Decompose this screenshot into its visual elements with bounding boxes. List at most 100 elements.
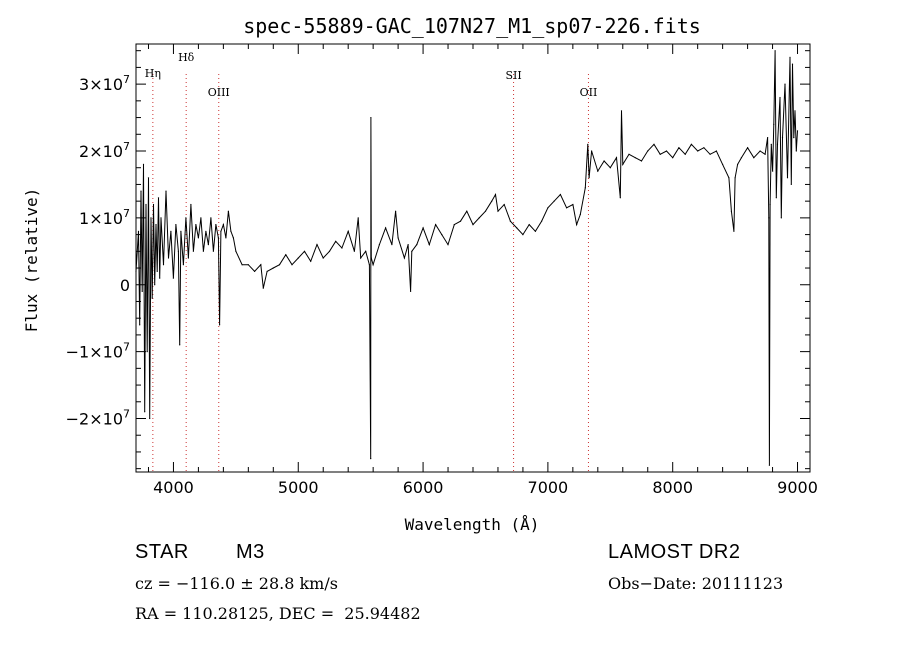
spectrum-data-point xyxy=(159,277,161,279)
spectrum-data-point xyxy=(428,244,430,246)
spectrum-data-point xyxy=(678,147,680,149)
spectrum-data-point xyxy=(775,197,777,199)
spectrum-data-point xyxy=(628,153,630,155)
emission-line-label: Hη xyxy=(145,67,161,80)
spectrum-data-point xyxy=(210,217,212,219)
spectrum-data-point xyxy=(135,270,137,272)
spectrum-data-point xyxy=(180,230,182,232)
x-tick-label: 9000 xyxy=(777,478,818,497)
spectrum-data-point xyxy=(142,163,145,165)
spectrum-data-point xyxy=(747,147,749,149)
observation-date: Obs−Date: 20111123 xyxy=(608,574,784,593)
spectrum-data-point xyxy=(491,200,493,202)
emission-line-label: OIII xyxy=(208,86,230,99)
spectrum-data-point xyxy=(310,260,312,262)
emission-line-markers: Hη Hδ OIII SII OII xyxy=(145,51,597,472)
spectrum-data-point xyxy=(435,224,437,226)
spectrum-data-point xyxy=(591,150,593,152)
spectrum-data-point xyxy=(784,83,786,85)
spectrum-data-point xyxy=(665,150,668,152)
spectrum-data-point xyxy=(217,237,219,239)
spectrum-data-point xyxy=(278,264,281,266)
spectrum-data-point xyxy=(790,183,792,185)
spectrum-data-point xyxy=(684,153,686,155)
spectrum-data-point xyxy=(634,157,636,159)
spectrum-data-point xyxy=(149,417,151,420)
spectrum-data-point xyxy=(587,143,589,145)
spectrum-data-point xyxy=(697,150,699,152)
spectrum-data-point xyxy=(285,254,287,256)
spectrum-data-point xyxy=(200,217,202,219)
spectrum-data-point xyxy=(172,277,174,279)
spectrum-data-point xyxy=(190,203,192,206)
y-tick-label: 0 xyxy=(120,276,130,295)
spectrum-data-point xyxy=(232,237,234,239)
spectrum-data-point xyxy=(411,250,413,252)
spectrum-data-point xyxy=(559,193,562,196)
spectrum-data-point xyxy=(146,351,148,353)
spectrum-data-point xyxy=(772,170,774,172)
spectrum-data-point xyxy=(177,250,179,252)
spectrum-data-point xyxy=(207,244,209,246)
spectrum-data-point xyxy=(579,213,581,216)
spectrum-data-point xyxy=(773,123,775,125)
spectrum-data-point xyxy=(609,167,611,169)
spectrum-series-line xyxy=(135,50,798,466)
spectrum-data-point xyxy=(472,224,474,226)
spectrum-data-point xyxy=(774,50,776,52)
spectrum-data-point xyxy=(254,270,256,272)
spectrum-data-point xyxy=(182,264,184,266)
ra-dec-coordinates: RA = 110.28125, DEC = 25.94482 xyxy=(135,604,421,623)
spectrum-data-point xyxy=(247,264,249,266)
spectrum-data-point xyxy=(796,130,799,132)
spectrum-data-point xyxy=(737,163,739,165)
spectrum-data-point xyxy=(147,177,150,179)
spectrum-data-point xyxy=(372,264,374,266)
plot-frame xyxy=(135,43,811,473)
spectrum-data-point xyxy=(353,250,355,252)
spectrum-data-point xyxy=(793,137,795,139)
spectrum-data-point xyxy=(734,177,736,179)
survey-name: LAMOST DR2 xyxy=(608,541,741,563)
spectrum-data-point xyxy=(145,203,147,206)
spectrum-data-point xyxy=(170,230,172,232)
spectrum-data-point xyxy=(335,240,337,242)
spectrum-data-point xyxy=(497,210,499,212)
spectrum-data-point xyxy=(588,177,590,179)
spectrum-data-point xyxy=(478,217,480,219)
x-tick-label: 5000 xyxy=(278,478,319,497)
spectrum-data-point xyxy=(297,257,299,259)
y-tick-label: 3×107 xyxy=(79,73,130,94)
spectrum-data-point xyxy=(266,270,268,272)
spectrum-data-point xyxy=(410,290,412,292)
spectrum-data-point xyxy=(768,464,771,466)
spectrum-data-point xyxy=(753,157,755,159)
spectrum-data-point xyxy=(370,458,372,460)
spectrum-data-point xyxy=(767,137,769,139)
spectrum-data-point xyxy=(347,230,349,232)
spectrum-data-point xyxy=(795,150,797,152)
x-axis: 4000 5000 6000 7000 8000 9000 xyxy=(147,44,818,497)
spectrum-data-point xyxy=(764,153,766,155)
emission-line-label: SII xyxy=(505,69,521,82)
spectrum-data-point xyxy=(786,177,789,179)
spectrum-data-point xyxy=(241,264,243,266)
spectrum-data-point xyxy=(466,210,468,212)
spectrum-data-point xyxy=(152,203,155,206)
spectrum-data-point xyxy=(328,250,331,252)
spectrum-data-point xyxy=(659,153,661,155)
y-tick-label: 2×107 xyxy=(79,140,130,161)
spectrum-data-point xyxy=(730,210,733,212)
spectrum-data-point xyxy=(202,250,204,252)
spectrum-data-point xyxy=(365,250,367,252)
spectrum-data-point xyxy=(322,257,324,259)
spectrum-data-point xyxy=(370,257,372,259)
spectrum-data-point xyxy=(615,157,618,159)
spectrum-data-point xyxy=(360,257,362,259)
spectrum-data-point xyxy=(733,230,735,232)
spectrum-data-point xyxy=(769,203,771,206)
spectrum-data-point xyxy=(619,197,621,199)
spectrum-data-point xyxy=(640,160,643,162)
spectrum-data-point xyxy=(776,143,779,145)
spectrum-data-point xyxy=(770,143,772,145)
